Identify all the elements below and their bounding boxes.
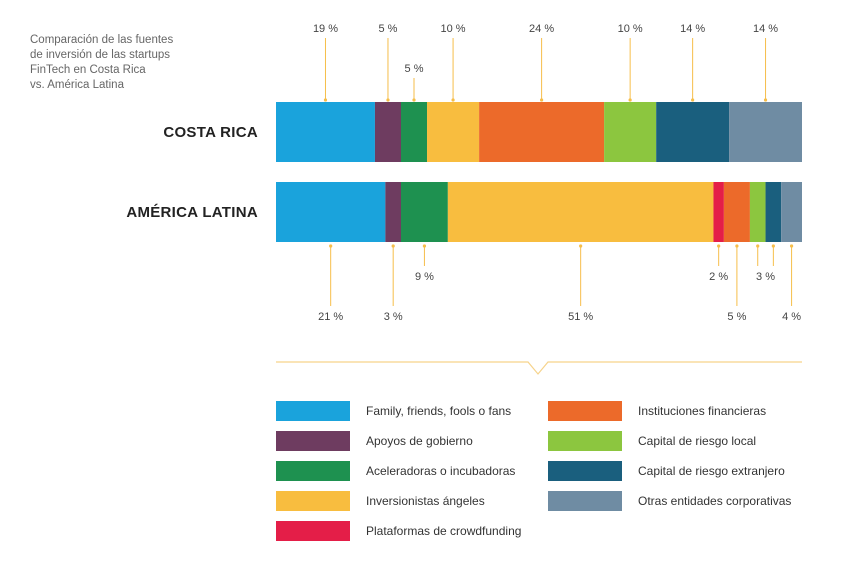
legend-swatch [276, 521, 350, 541]
bar-segment [400, 182, 448, 242]
data-label: 2 % [709, 271, 728, 283]
caption-line: vs. América Latina [30, 79, 124, 91]
legend-swatch [548, 491, 622, 511]
data-label: 5 % [405, 63, 424, 75]
data-label: 4 % [782, 311, 801, 323]
data-label: 3 % [756, 271, 775, 283]
bar-segment [713, 182, 724, 242]
row-label: COSTA RICA [163, 124, 258, 141]
data-label: 5 % [378, 23, 397, 35]
legend-label: Apoyos de gobierno [366, 434, 473, 448]
leader-dot [691, 98, 695, 102]
bar-segment [723, 182, 750, 242]
bar-segment [400, 102, 428, 162]
leader-dot [329, 244, 333, 248]
leader-dot [771, 244, 775, 248]
data-label: 14 % [680, 23, 705, 35]
data-label: 5 % [727, 311, 746, 323]
bar-segment [276, 182, 386, 242]
leader-dot [756, 244, 760, 248]
leader-dot [386, 98, 390, 102]
bar-segment [479, 102, 605, 162]
caption-line: Comparación de las fuentes [30, 34, 174, 46]
data-label: 3 % [384, 311, 403, 323]
legend-label: Plataformas de crowdfunding [366, 524, 521, 538]
legend-label: Capital de riesgo local [638, 434, 756, 448]
bar-segment [374, 102, 401, 162]
leader-dot [735, 244, 739, 248]
leader-dot [451, 98, 455, 102]
legend-label: Family, friends, fools o fans [366, 404, 511, 418]
leader-dot [422, 244, 427, 248]
legend-swatch [276, 461, 350, 481]
data-label: 21 % [318, 311, 343, 323]
bar-segment [656, 102, 730, 162]
legend-swatch [276, 431, 350, 451]
legend-divider [276, 361, 802, 375]
leader-dot [789, 244, 794, 248]
legend-label: Instituciones financieras [638, 404, 766, 418]
legend-label: Otras entidades corporativas [638, 494, 791, 508]
data-label: 19 % [313, 23, 338, 35]
leader-dot [323, 98, 328, 102]
data-label: 24 % [529, 23, 554, 35]
leader-dot [579, 244, 583, 248]
data-label: 10 % [618, 23, 643, 35]
leader-dot [540, 98, 544, 102]
leader-dot [628, 98, 632, 102]
legend-swatch [548, 461, 622, 481]
caption-line: FinTech en Costa Rica [30, 64, 146, 76]
data-label: 14 % [753, 23, 778, 35]
legend-swatch [548, 401, 622, 421]
bar-segment [427, 102, 480, 162]
bar-segment [385, 182, 401, 242]
legend-label: Aceleradoras o incubadoras [366, 464, 515, 478]
bar-segment [781, 182, 802, 242]
data-label: 10 % [441, 23, 466, 35]
chart-caption: Comparación de las fuentes de inversión … [30, 33, 230, 93]
data-label: 51 % [568, 311, 593, 323]
legend-swatch [276, 491, 350, 511]
leader-dot [412, 98, 416, 102]
bar-segment [604, 102, 657, 162]
leader-dot [391, 244, 395, 248]
caption-line: de inversión de las startups [30, 49, 170, 61]
legend-swatch [276, 401, 350, 421]
leader-dot [763, 98, 768, 102]
row-label: AMÉRICA LATINA [126, 204, 258, 221]
legend-swatch [548, 431, 622, 451]
bar-segment [276, 102, 375, 162]
legend-label: Inversionistas ángeles [366, 494, 485, 508]
legend-label: Capital de riesgo extranjero [638, 464, 785, 478]
data-label: 9 % [415, 271, 434, 283]
bar-segment [765, 182, 782, 242]
bar-segment [729, 102, 802, 162]
bar-segment [447, 182, 714, 242]
bar-segment [749, 182, 766, 242]
leader-dot [717, 244, 721, 248]
